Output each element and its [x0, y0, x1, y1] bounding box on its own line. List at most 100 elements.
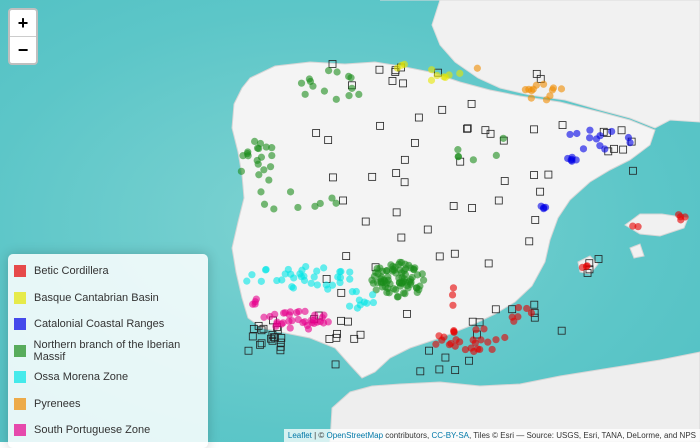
site-marker[interactable] [525, 237, 534, 246]
sample-marker[interactable] [320, 311, 328, 319]
sample-marker[interactable] [302, 262, 310, 271]
sample-marker[interactable] [347, 74, 355, 82]
sample-marker[interactable] [324, 318, 332, 326]
site-marker[interactable] [392, 208, 401, 217]
site-marker[interactable] [610, 144, 618, 153]
sample-marker[interactable] [255, 144, 263, 153]
sample-marker[interactable] [548, 86, 557, 94]
sample-marker[interactable] [345, 302, 354, 310]
sample-marker[interactable] [320, 87, 329, 95]
site-marker[interactable] [337, 288, 346, 297]
site-marker[interactable] [400, 178, 409, 187]
site-marker[interactable] [356, 330, 365, 339]
site-marker[interactable] [619, 145, 628, 154]
sample-marker[interactable] [270, 205, 278, 213]
sample-marker[interactable] [332, 95, 340, 103]
sample-marker[interactable] [322, 281, 330, 289]
site-marker[interactable] [414, 113, 423, 122]
sample-marker[interactable] [355, 90, 363, 99]
sample-marker[interactable] [251, 137, 259, 146]
sample-marker[interactable] [608, 127, 616, 136]
site-marker[interactable] [451, 366, 460, 375]
sample-marker[interactable] [301, 318, 309, 326]
site-marker[interactable] [361, 217, 370, 226]
link[interactable]: OpenStreetMap [326, 431, 384, 440]
sample-marker[interactable] [449, 301, 457, 309]
site-marker[interactable] [532, 69, 541, 78]
sample-marker[interactable] [257, 277, 265, 285]
site-marker[interactable] [467, 99, 476, 108]
sample-marker[interactable] [413, 271, 422, 279]
sample-marker[interactable] [248, 271, 256, 279]
sample-marker[interactable] [634, 223, 642, 231]
sample-marker[interactable] [390, 266, 398, 274]
site-marker[interactable] [400, 155, 409, 164]
site-marker[interactable] [450, 249, 459, 258]
site-marker[interactable] [332, 333, 341, 342]
sample-marker[interactable] [514, 303, 523, 312]
site-marker[interactable] [350, 334, 359, 343]
site-marker[interactable] [256, 340, 264, 349]
sample-marker[interactable] [268, 144, 276, 152]
sample-marker[interactable] [383, 288, 391, 297]
site-marker[interactable] [368, 172, 377, 181]
sample-marker[interactable] [410, 266, 418, 274]
site-marker[interactable] [558, 121, 567, 130]
sample-marker[interactable] [328, 281, 337, 289]
legend-item[interactable]: Northern branch of the Iberian Massif [8, 338, 208, 365]
site-marker[interactable] [277, 334, 286, 342]
site-marker[interactable] [435, 252, 444, 261]
site-marker[interactable] [312, 129, 321, 137]
sample-marker[interactable] [384, 273, 392, 281]
sample-marker[interactable] [273, 318, 281, 326]
site-marker[interactable] [328, 60, 337, 68]
sample-marker[interactable] [572, 156, 580, 164]
site-marker[interactable] [530, 125, 538, 134]
sample-marker[interactable] [300, 272, 308, 280]
site-marker[interactable] [249, 325, 258, 333]
sample-marker[interactable] [449, 284, 458, 292]
sample-marker[interactable] [501, 333, 509, 342]
sample-marker[interactable] [336, 268, 344, 276]
site-marker[interactable] [463, 124, 471, 133]
sample-marker[interactable] [573, 129, 581, 138]
sample-marker[interactable] [629, 222, 637, 230]
site-marker[interactable] [629, 166, 637, 175]
sample-marker[interactable] [260, 200, 269, 208]
sample-marker[interactable] [427, 76, 436, 84]
site-marker[interactable] [257, 326, 266, 335]
sample-marker[interactable] [419, 276, 428, 284]
sample-marker[interactable] [428, 66, 436, 74]
sample-marker[interactable] [243, 149, 252, 158]
site-marker[interactable] [388, 77, 397, 85]
site-marker[interactable] [530, 313, 539, 322]
sample-marker[interactable] [316, 199, 324, 208]
sample-marker[interactable] [257, 188, 265, 196]
sample-marker[interactable] [306, 77, 315, 86]
sample-marker[interactable] [488, 345, 496, 354]
site-marker[interactable] [268, 336, 277, 345]
sample-marker[interactable] [288, 283, 296, 291]
sample-marker[interactable] [596, 132, 604, 140]
sample-marker[interactable] [456, 338, 464, 346]
site-marker[interactable] [329, 173, 337, 182]
site-marker[interactable] [500, 177, 509, 185]
site-marker[interactable] [375, 65, 384, 74]
site-marker[interactable] [423, 225, 432, 234]
site-marker[interactable] [392, 169, 401, 178]
sample-marker[interactable] [499, 134, 507, 142]
sample-marker[interactable] [260, 313, 268, 321]
sample-marker[interactable] [260, 166, 268, 174]
sample-marker[interactable] [451, 342, 459, 350]
sample-marker[interactable] [286, 188, 295, 196]
zoom-in[interactable]: + [17, 13, 29, 33]
legend-item[interactable]: South Portuguese Zone [8, 417, 208, 444]
sample-marker[interactable] [279, 319, 287, 327]
sample-marker[interactable] [401, 270, 410, 279]
site-marker[interactable] [463, 124, 472, 133]
sample-marker[interactable] [369, 291, 377, 299]
link[interactable]: CC-BY-SA [431, 431, 470, 440]
sample-marker[interactable] [301, 90, 309, 98]
sample-marker[interactable] [523, 304, 531, 313]
sample-marker[interactable] [525, 85, 533, 93]
